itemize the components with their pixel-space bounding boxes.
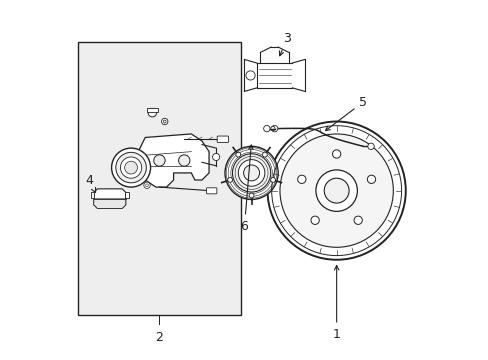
- FancyBboxPatch shape: [217, 136, 228, 143]
- Bar: [78, 42, 241, 315]
- Circle shape: [145, 184, 148, 187]
- Circle shape: [243, 165, 259, 181]
- Circle shape: [249, 193, 253, 198]
- Circle shape: [353, 216, 362, 224]
- Circle shape: [310, 216, 319, 224]
- Circle shape: [224, 146, 278, 199]
- Circle shape: [235, 152, 240, 157]
- Circle shape: [124, 161, 137, 174]
- Circle shape: [297, 175, 305, 184]
- Text: 5: 5: [325, 95, 366, 131]
- Circle shape: [367, 143, 373, 149]
- Circle shape: [267, 122, 405, 260]
- Bar: [90, 192, 94, 198]
- Circle shape: [212, 153, 219, 161]
- Polygon shape: [94, 199, 125, 208]
- Circle shape: [148, 108, 156, 117]
- Text: 6: 6: [240, 145, 253, 233]
- Circle shape: [238, 159, 264, 186]
- Circle shape: [366, 175, 375, 184]
- Circle shape: [116, 152, 146, 183]
- Circle shape: [262, 152, 267, 157]
- Text: 4: 4: [85, 174, 96, 193]
- Circle shape: [245, 71, 255, 80]
- Circle shape: [120, 157, 142, 178]
- Circle shape: [153, 155, 165, 166]
- Circle shape: [111, 148, 150, 187]
- Circle shape: [232, 154, 270, 192]
- Circle shape: [163, 120, 166, 123]
- Circle shape: [161, 118, 167, 125]
- Bar: [125, 192, 128, 198]
- Text: 2: 2: [155, 331, 163, 344]
- FancyBboxPatch shape: [206, 188, 216, 194]
- Text: 3: 3: [279, 32, 290, 56]
- Bar: [147, 108, 157, 112]
- Circle shape: [280, 134, 392, 247]
- Circle shape: [143, 182, 150, 189]
- Circle shape: [271, 125, 277, 132]
- Circle shape: [270, 126, 274, 131]
- Circle shape: [270, 177, 275, 182]
- Circle shape: [263, 125, 269, 132]
- Circle shape: [332, 150, 340, 158]
- Polygon shape: [138, 134, 209, 187]
- Polygon shape: [94, 189, 125, 208]
- Circle shape: [178, 155, 189, 166]
- Circle shape: [315, 170, 357, 211]
- Text: 1: 1: [332, 266, 340, 341]
- Circle shape: [227, 177, 232, 182]
- Circle shape: [324, 178, 348, 203]
